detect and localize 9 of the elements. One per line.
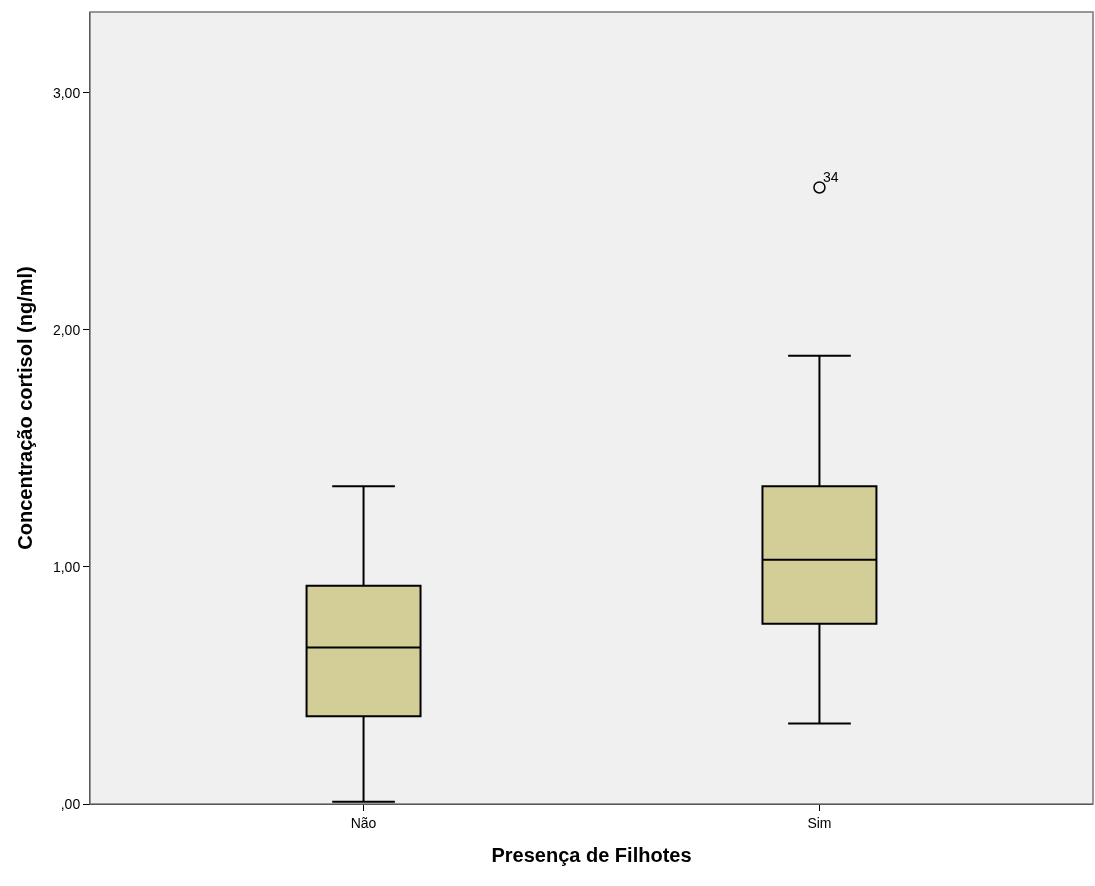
x-tick-label: Sim [807,814,832,831]
y-axis-title: Concentração cortisol (ng/ml) [14,266,37,550]
x-axis-title: Presença de Filhotes [491,844,692,867]
y-tick-label: 3,00 [52,84,81,101]
x-tick-label: Não [350,814,377,831]
annotation: 34 [823,169,839,185]
y-tick-label: 2,00 [52,321,81,338]
y-tick-label: ,00 [60,795,81,812]
y-tick-label: 1,00 [52,558,81,575]
